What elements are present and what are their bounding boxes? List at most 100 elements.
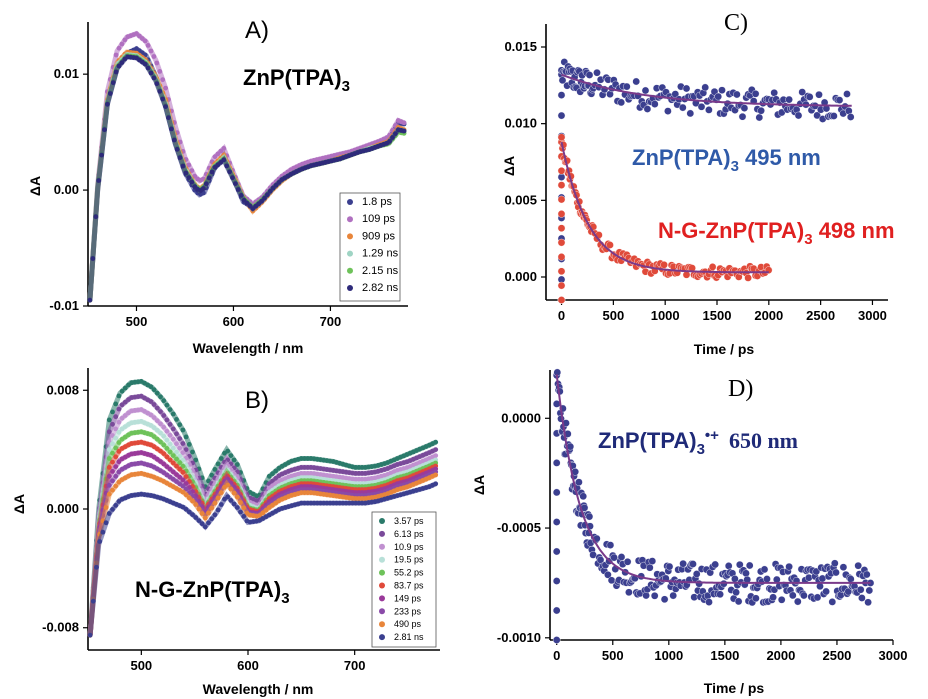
panel-d-point	[606, 541, 615, 549]
panel-b-y-tick-label: -0.008	[42, 620, 79, 635]
panel-c-fit-line	[560, 141, 769, 274]
panel-b-point	[116, 393, 122, 399]
panel-c-point	[770, 89, 779, 97]
panel-b-point	[209, 505, 215, 511]
panel-b-x-tick-label: 600	[237, 658, 259, 673]
panel-c-xlabel: Time / ps	[694, 341, 755, 357]
panel-c-fit-line	[561, 73, 852, 107]
panel-b-point	[106, 491, 112, 497]
panel-d-label: D)	[728, 376, 753, 402]
panel-b-legend-entry: 149 ps	[394, 593, 422, 603]
panel-a-point	[116, 63, 122, 69]
panel-a-point	[238, 193, 244, 198]
panel-a-legend-marker	[347, 250, 353, 257]
panel-a-legend-marker	[347, 199, 353, 205]
panel-d-point	[789, 591, 797, 600]
panel-b-legend-entry: 6.13 ps	[394, 529, 424, 539]
panel-b-point	[170, 460, 176, 466]
panel-a-point	[154, 60, 160, 66]
panel-b-point	[273, 468, 279, 474]
panel-b-point	[167, 422, 173, 427]
panel-b-point	[183, 434, 189, 440]
panel-d-point	[828, 598, 837, 606]
panel-b-point	[113, 464, 119, 469]
panel-a-point	[189, 179, 195, 185]
panel-b-point	[161, 451, 167, 456]
panel-b-legend: 3.57 ps 6.13 ps 10.9 ps 19.5 ps 55.2 ps 83.7 …	[371, 511, 437, 648]
panel-b-point	[151, 425, 157, 431]
panel-b-point	[177, 422, 183, 428]
panel-a-point	[262, 195, 267, 201]
panel-a-legend: 1.8 ps 109 ps 909 ps 1.29 ns 2.15 ns 2.82 ns	[339, 192, 401, 302]
panel-b-point	[183, 474, 189, 479]
panel-c-point	[623, 82, 631, 91]
panel-d-point	[648, 557, 657, 565]
panel-b-point	[122, 385, 128, 391]
panel-a-plot-area: 500 600 700 -0.01 0.00 0.01	[49, 22, 408, 329]
panel-b-point	[113, 435, 119, 441]
panel-a-point	[387, 138, 392, 144]
panel-b-point	[119, 415, 125, 421]
panel-b-point	[225, 482, 231, 488]
panel-b-point	[177, 474, 183, 480]
panel-b-point	[161, 413, 167, 418]
panel-a-y-tick-label: 0.01	[54, 66, 79, 81]
panel-b-point	[174, 463, 179, 469]
panel-b-point	[174, 449, 179, 455]
panel-d-point	[552, 606, 561, 615]
panel-d-point	[579, 492, 588, 501]
panel-a-legend-entry: 2.82 ns	[362, 282, 399, 294]
panel-b-point	[190, 498, 195, 504]
panel-a-label: A)	[245, 17, 269, 44]
panel-a-point	[142, 61, 148, 67]
panel-a-point	[142, 38, 148, 44]
panel-b-point	[218, 502, 224, 507]
panel-b-ylabel: ΔA	[11, 494, 27, 514]
panel-a-point	[122, 37, 128, 43]
panel-b-point	[196, 518, 202, 523]
panel-b-legend-marker	[379, 569, 385, 576]
panel-b-point	[193, 457, 199, 463]
panel-b-legend-marker	[379, 582, 385, 589]
panel-c-point	[794, 111, 803, 120]
panel-c-series-label-2: N-G-ZnP(TPA)3 498 nm	[658, 218, 895, 248]
panel-b-point	[151, 415, 157, 420]
panel-a-point	[99, 152, 104, 158]
panel-d-point	[705, 598, 713, 606]
panel-c-series	[557, 58, 855, 304]
panel-c-point	[705, 106, 713, 114]
panel-c-point	[682, 84, 691, 93]
panel-b-point	[174, 417, 179, 422]
panel-a-series	[87, 54, 407, 303]
panel-a-legend-entry: 1.8 ps	[362, 196, 392, 208]
panel-b-point	[167, 466, 173, 472]
panel-c-point	[679, 103, 687, 112]
panel-a-chart: 500 600 700 -0.01 0.00 0.01 A) ZnP(TPA)3 Wave…	[27, 17, 408, 356]
panel-c-plot-area: 0 500 1000 1500 2000 2500 3000 0.000 0.005 0.010 0…	[504, 24, 888, 323]
panel-a-legend-marker	[347, 267, 353, 274]
panel-b-point	[212, 467, 218, 472]
panel-c-point	[755, 113, 764, 122]
panel-b-point	[113, 454, 119, 460]
panel-b-point	[110, 507, 115, 512]
panel-c-point	[557, 238, 566, 247]
panel-b-point	[177, 436, 183, 441]
panel-b-point	[100, 529, 106, 535]
panel-b-point	[113, 414, 119, 420]
panel-b-legend-marker	[379, 621, 385, 628]
panel-b-point	[161, 433, 167, 439]
panel-a-point	[90, 256, 96, 261]
panel-b-point	[174, 456, 179, 462]
panel-c-y-tick-label: 0.005	[504, 192, 537, 207]
panel-c-point	[641, 86, 650, 95]
panel-a-legend-entry: 109 ps	[362, 213, 396, 225]
panel-a-point	[102, 127, 107, 133]
panel-b-point	[113, 473, 119, 479]
panel-a-compound-label: ZnP(TPA)3	[243, 65, 350, 95]
panel-a-point	[390, 135, 395, 140]
panel-b-point	[433, 472, 439, 478]
panel-b-plot-area: 500 600 700 -0.008 0.000 0.008	[42, 368, 440, 673]
panel-b-point	[209, 516, 215, 522]
panel-b-point	[218, 456, 224, 461]
panel-b-legend-entry: 55.2 ps	[394, 568, 424, 578]
